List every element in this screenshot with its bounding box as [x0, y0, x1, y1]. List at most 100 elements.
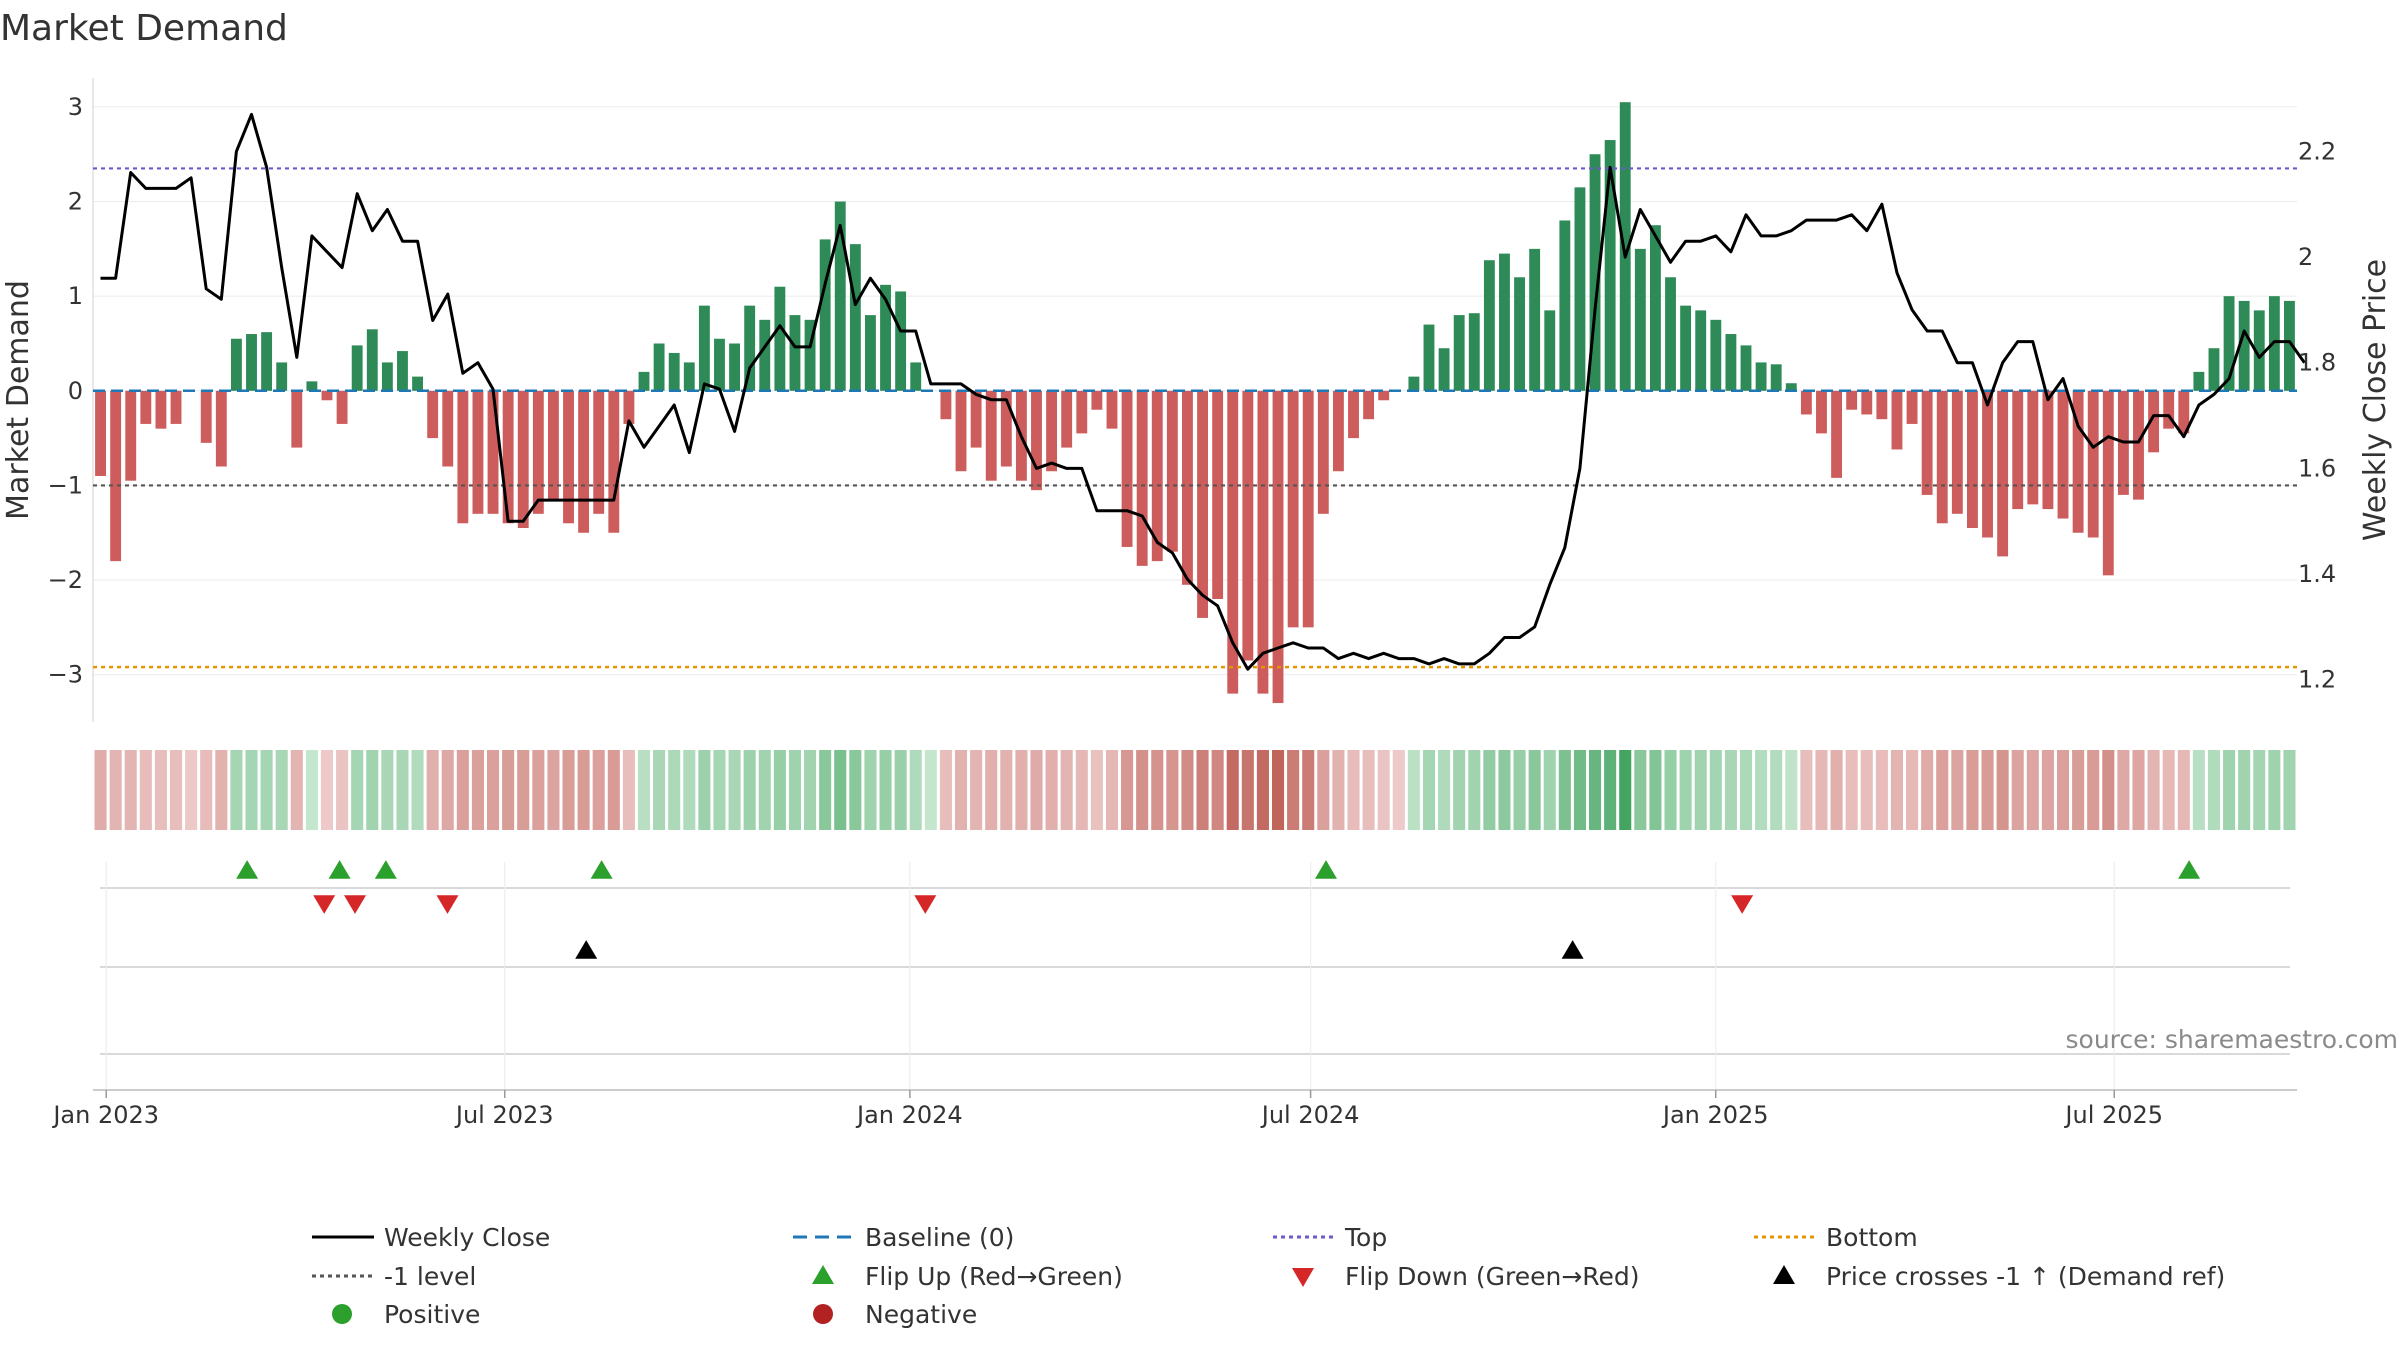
demand-bar	[1408, 376, 1420, 391]
demand-bar	[2133, 390, 2144, 500]
strip-cell	[592, 750, 605, 830]
price-cross-marker	[575, 940, 598, 959]
strip-cell	[849, 750, 862, 830]
left-tick-label: 0	[68, 377, 83, 405]
strip-cell	[1166, 750, 1179, 830]
right-axis-label: Weekly Close Price	[2358, 259, 2393, 541]
demand-bar	[487, 390, 499, 514]
strip-cell	[758, 750, 771, 830]
strip-cell	[924, 750, 937, 830]
strip-cell	[547, 750, 560, 830]
legend-label: Positive	[384, 1300, 480, 1329]
flip-up-marker	[2178, 860, 2201, 879]
strip-cell	[381, 750, 394, 830]
demand-bar	[412, 376, 423, 391]
demand-bar	[200, 390, 212, 443]
demand-bar	[2193, 371, 2205, 391]
strip-cell	[1241, 750, 1254, 830]
demand-bar	[1483, 260, 1495, 391]
legend: Weekly Close Baseline (0) Top Bottom -1 leve…	[312, 1223, 2225, 1329]
demand-bar	[2223, 296, 2235, 391]
strip-cell	[1226, 750, 1239, 830]
left-tick-label: 1	[68, 282, 83, 310]
left-tick-label: 3	[68, 93, 83, 121]
demand-bar	[2102, 390, 2114, 576]
demand-bar	[1740, 345, 1752, 391]
demand-bar	[1076, 390, 1088, 434]
strip-cell	[2283, 750, 2296, 830]
strip-cell	[1528, 750, 1541, 830]
legend-item: Positive	[332, 1300, 480, 1329]
demand-bar	[336, 390, 348, 424]
demand-bar	[1317, 390, 1329, 514]
strip-cell	[668, 750, 681, 830]
strip-cell	[1211, 750, 1224, 830]
strip-cell	[939, 750, 952, 830]
flip-down-marker	[344, 895, 367, 914]
strip-cell	[1060, 750, 1073, 830]
strip-cell	[1664, 750, 1677, 830]
right-tick-label: 1.4	[2298, 560, 2336, 588]
strip-cell	[1513, 750, 1526, 830]
legend-swatch-dot	[813, 1304, 833, 1324]
demand-bar	[276, 362, 288, 391]
strip-cell	[336, 750, 349, 830]
demand-bar	[895, 291, 907, 391]
demand-bar	[1831, 390, 1843, 478]
demand-bar	[865, 315, 876, 391]
demand-bar	[1514, 277, 1525, 391]
demand-bar	[729, 343, 741, 391]
x-tick-label: Jul 2025	[2063, 1101, 2163, 1129]
strip-cell	[1739, 750, 1753, 830]
demand-bar	[351, 345, 363, 391]
strip-cell	[1604, 750, 1617, 830]
reference-levels	[93, 167, 2297, 669]
strip-cell	[2253, 750, 2266, 830]
strip-cell	[169, 750, 183, 830]
strip-cell	[1634, 750, 1647, 830]
event-markers	[100, 860, 2290, 1055]
strip-cell	[1875, 750, 1888, 830]
strip-cell	[275, 750, 288, 830]
strip-cell	[441, 750, 454, 830]
strip-cell	[2132, 750, 2145, 830]
demand-bar	[1529, 248, 1541, 391]
strip-cell	[245, 750, 258, 830]
strip-cell	[1800, 750, 1813, 830]
demand-bar	[230, 338, 242, 391]
strip-cell	[456, 750, 469, 830]
demand-bar	[366, 329, 378, 391]
strip-cell	[1906, 750, 1919, 830]
legend-label: Flip Down (Green→Red)	[1345, 1262, 1640, 1291]
legend-swatch-triangle-down	[1292, 1268, 1314, 1287]
x-tick-label: Jul 2023	[454, 1101, 554, 1129]
strip-cell	[487, 750, 500, 830]
legend-item: Flip Up (Red→Green)	[812, 1262, 1123, 1291]
strip-cell	[879, 750, 892, 830]
legend-swatch-triangle-up	[1773, 1265, 1795, 1284]
demand-bar	[1166, 390, 1178, 552]
strip-cell	[2177, 750, 2190, 830]
demand-bar	[1121, 390, 1133, 547]
strip-cell	[1151, 750, 1164, 830]
strip-cell	[2056, 750, 2070, 830]
strip-cell	[1498, 750, 1511, 830]
demand-bar	[1710, 319, 1722, 391]
strip-cell	[2223, 750, 2236, 830]
demand-bar	[2148, 390, 2160, 453]
demand-bar	[593, 390, 605, 514]
demand-bar	[849, 244, 861, 391]
strip-cell	[1679, 750, 1692, 830]
strip-cell	[1573, 750, 1586, 830]
strip-cell	[834, 750, 847, 830]
strip-cell	[2238, 750, 2251, 830]
flip-up-marker	[328, 860, 351, 879]
demand-bar	[427, 390, 439, 439]
demand-bar	[1770, 364, 1782, 391]
strip-cell	[109, 750, 122, 830]
strip-cell	[2102, 750, 2115, 830]
flip-up-marker	[1315, 860, 1338, 879]
strip-cell	[698, 750, 711, 830]
right-tick-label: 2	[2298, 243, 2313, 271]
demand-bar	[2238, 300, 2250, 391]
